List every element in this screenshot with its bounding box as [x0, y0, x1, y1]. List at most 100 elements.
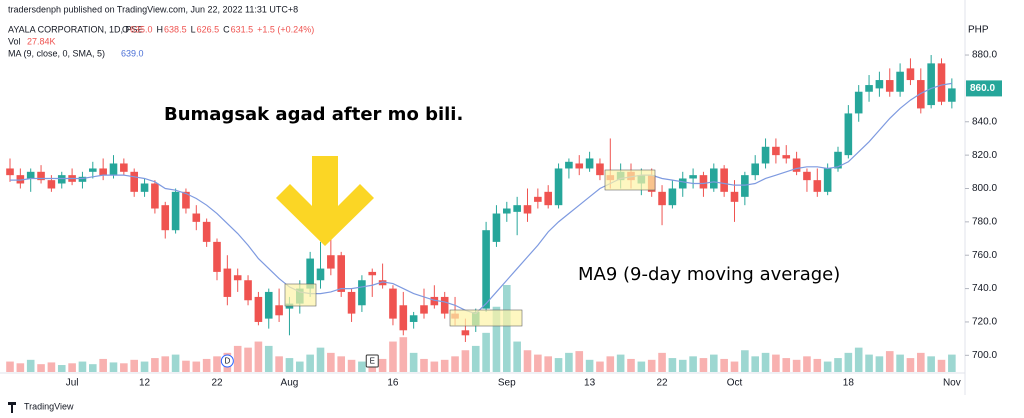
candle-body: [120, 163, 128, 172]
candle-body: [503, 208, 511, 214]
candle-body: [761, 146, 770, 164]
symbol: AYALA CORPORATION, 1D, PSE: [8, 24, 144, 34]
volume-label: Vol: [8, 36, 21, 46]
candle-body: [948, 88, 956, 102]
y-tick-label: 820.0: [972, 150, 997, 161]
volume-bar: [399, 337, 408, 372]
volume-bar: [233, 345, 242, 372]
x-tick-label: Jul: [66, 378, 79, 389]
publisher: tradersdenph published on TradingView.co…: [8, 4, 298, 14]
x-tick-label: 13: [584, 378, 596, 389]
volume-bar: [565, 352, 573, 372]
candle-body: [896, 71, 904, 92]
volume-bar: [130, 359, 138, 372]
arrow: [276, 156, 374, 246]
candle-body: [316, 268, 325, 281]
volume-value: 27.84K: [27, 36, 56, 46]
candle-body: [875, 80, 884, 89]
candle-body: [865, 85, 873, 92]
candle-body: [378, 280, 387, 286]
candle-body: [327, 255, 335, 269]
volume-bar: [854, 347, 863, 372]
candle-body: [885, 80, 894, 92]
y-tick-label: 720.0: [972, 317, 997, 328]
volume-bar: [658, 352, 666, 372]
ma-label: MA (9, close, 0, SMA, 5): [8, 48, 105, 58]
volume-bar: [327, 352, 335, 372]
candle-body: [668, 188, 677, 206]
ohlc-value: 631.5: [231, 24, 254, 34]
volume-bar: [906, 358, 915, 372]
candle-body: [161, 205, 170, 231]
candle-body: [358, 280, 366, 306]
candle-body: [813, 180, 822, 192]
volume-bar: [358, 361, 366, 372]
volume-bar: [213, 356, 221, 372]
candle-body: [16, 175, 25, 184]
y-tick-label: 700.0: [972, 350, 997, 361]
candle-body: [927, 63, 935, 106]
candle-body: [57, 175, 66, 184]
volume-bar: [161, 356, 170, 372]
volume-bar: [616, 354, 625, 372]
volume-bar: [575, 351, 584, 372]
volume-bar: [668, 358, 677, 372]
volume-bar: [689, 356, 697, 372]
highlight-box: [284, 283, 317, 307]
volume-bar: [534, 354, 542, 372]
x-tick-label: 22: [656, 378, 668, 389]
candle-body: [937, 63, 946, 102]
candle-body: [213, 241, 221, 272]
volume-bar: [89, 364, 97, 372]
candle-body: [575, 163, 584, 169]
candle-body: [6, 168, 14, 176]
candle-body: [658, 191, 666, 206]
candle-body: [275, 305, 283, 316]
volume-bar: [296, 361, 304, 372]
volume-bar: [585, 359, 594, 372]
x-tick-label: Nov: [943, 378, 961, 389]
ohlc-value: 626.5: [197, 24, 220, 34]
volume-bar: [627, 358, 635, 372]
volume-bar: [6, 361, 14, 372]
volume-bar: [792, 359, 801, 372]
volume-bar: [368, 363, 377, 372]
volume-bar: [440, 359, 449, 372]
volume-bar: [171, 354, 180, 372]
y-tick-label: 840.0: [972, 116, 997, 127]
volume-bar: [606, 356, 615, 372]
candle-body: [409, 315, 418, 322]
ohlc-value: 635.0: [130, 24, 153, 34]
volume-bar: [120, 363, 128, 372]
volume-bar: [26, 359, 35, 372]
candle-body: [513, 205, 521, 212]
volume-bar: [678, 359, 687, 372]
ma-line: [10, 82, 952, 315]
volume-bar: [751, 356, 759, 372]
candle-body: [554, 168, 563, 206]
volume-bar: [554, 358, 563, 372]
volume-bar: [730, 361, 739, 372]
candle-body: [482, 230, 490, 309]
candle-body: [130, 171, 138, 192]
x-tick-label: 18: [843, 378, 855, 389]
volume-bar: [803, 356, 811, 372]
candle-body: [47, 180, 56, 189]
x-tick-label: Sep: [498, 378, 516, 389]
volume-bar: [37, 364, 45, 372]
volume-bar: [202, 358, 211, 372]
x-tick-label: Oct: [727, 378, 743, 389]
candle-body: [151, 183, 159, 209]
x-tick-label: 16: [387, 378, 399, 389]
volume-bar: [523, 350, 532, 372]
highlight-box: [449, 309, 523, 327]
y-tick-label: 800.0: [972, 183, 997, 194]
volume-bar: [772, 354, 780, 372]
candle-body: [306, 258, 314, 289]
event-label: E: [370, 357, 375, 366]
volume-bar: [482, 332, 490, 372]
volume-bar: [948, 354, 956, 372]
volume-bar: [378, 358, 387, 372]
volume-bar: [741, 350, 749, 372]
event-marker: [365, 354, 379, 368]
